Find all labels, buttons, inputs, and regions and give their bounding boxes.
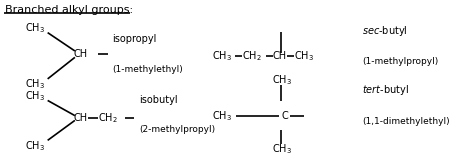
Text: CH$_3$: CH$_3$ xyxy=(294,49,314,63)
Text: CH$_3$: CH$_3$ xyxy=(25,90,45,103)
Text: CH$_3$: CH$_3$ xyxy=(25,77,45,91)
Text: CH: CH xyxy=(73,49,88,59)
Text: CH$_3$: CH$_3$ xyxy=(272,142,292,156)
Text: CH$_3$: CH$_3$ xyxy=(25,21,45,35)
Text: isobutyl: isobutyl xyxy=(139,95,178,105)
Text: CH$_3$: CH$_3$ xyxy=(212,109,232,123)
Text: CH$_3$: CH$_3$ xyxy=(272,74,292,87)
Text: CH: CH xyxy=(73,113,88,123)
Text: CH$_3$: CH$_3$ xyxy=(25,139,45,153)
Text: CH$_3$: CH$_3$ xyxy=(212,49,232,63)
Text: (1-methylethyl): (1-methylethyl) xyxy=(112,65,183,74)
Text: Branched alkyl groups:: Branched alkyl groups: xyxy=(5,5,134,15)
Text: (1,1-dimethylethyl): (1,1-dimethylethyl) xyxy=(362,118,450,127)
Text: (2-methylpropyl): (2-methylpropyl) xyxy=(139,125,215,134)
Text: CH$_2$: CH$_2$ xyxy=(243,49,262,63)
Text: isopropyl: isopropyl xyxy=(112,34,157,44)
Text: $\mathit{sec}$-butyl: $\mathit{sec}$-butyl xyxy=(362,24,408,38)
Text: CH$_2$: CH$_2$ xyxy=(98,111,118,125)
Text: $\mathit{tert}$-butyl: $\mathit{tert}$-butyl xyxy=(362,83,409,97)
Text: (1-methylpropyl): (1-methylpropyl) xyxy=(362,57,438,66)
Text: CH: CH xyxy=(273,51,287,61)
Text: C: C xyxy=(282,111,288,121)
